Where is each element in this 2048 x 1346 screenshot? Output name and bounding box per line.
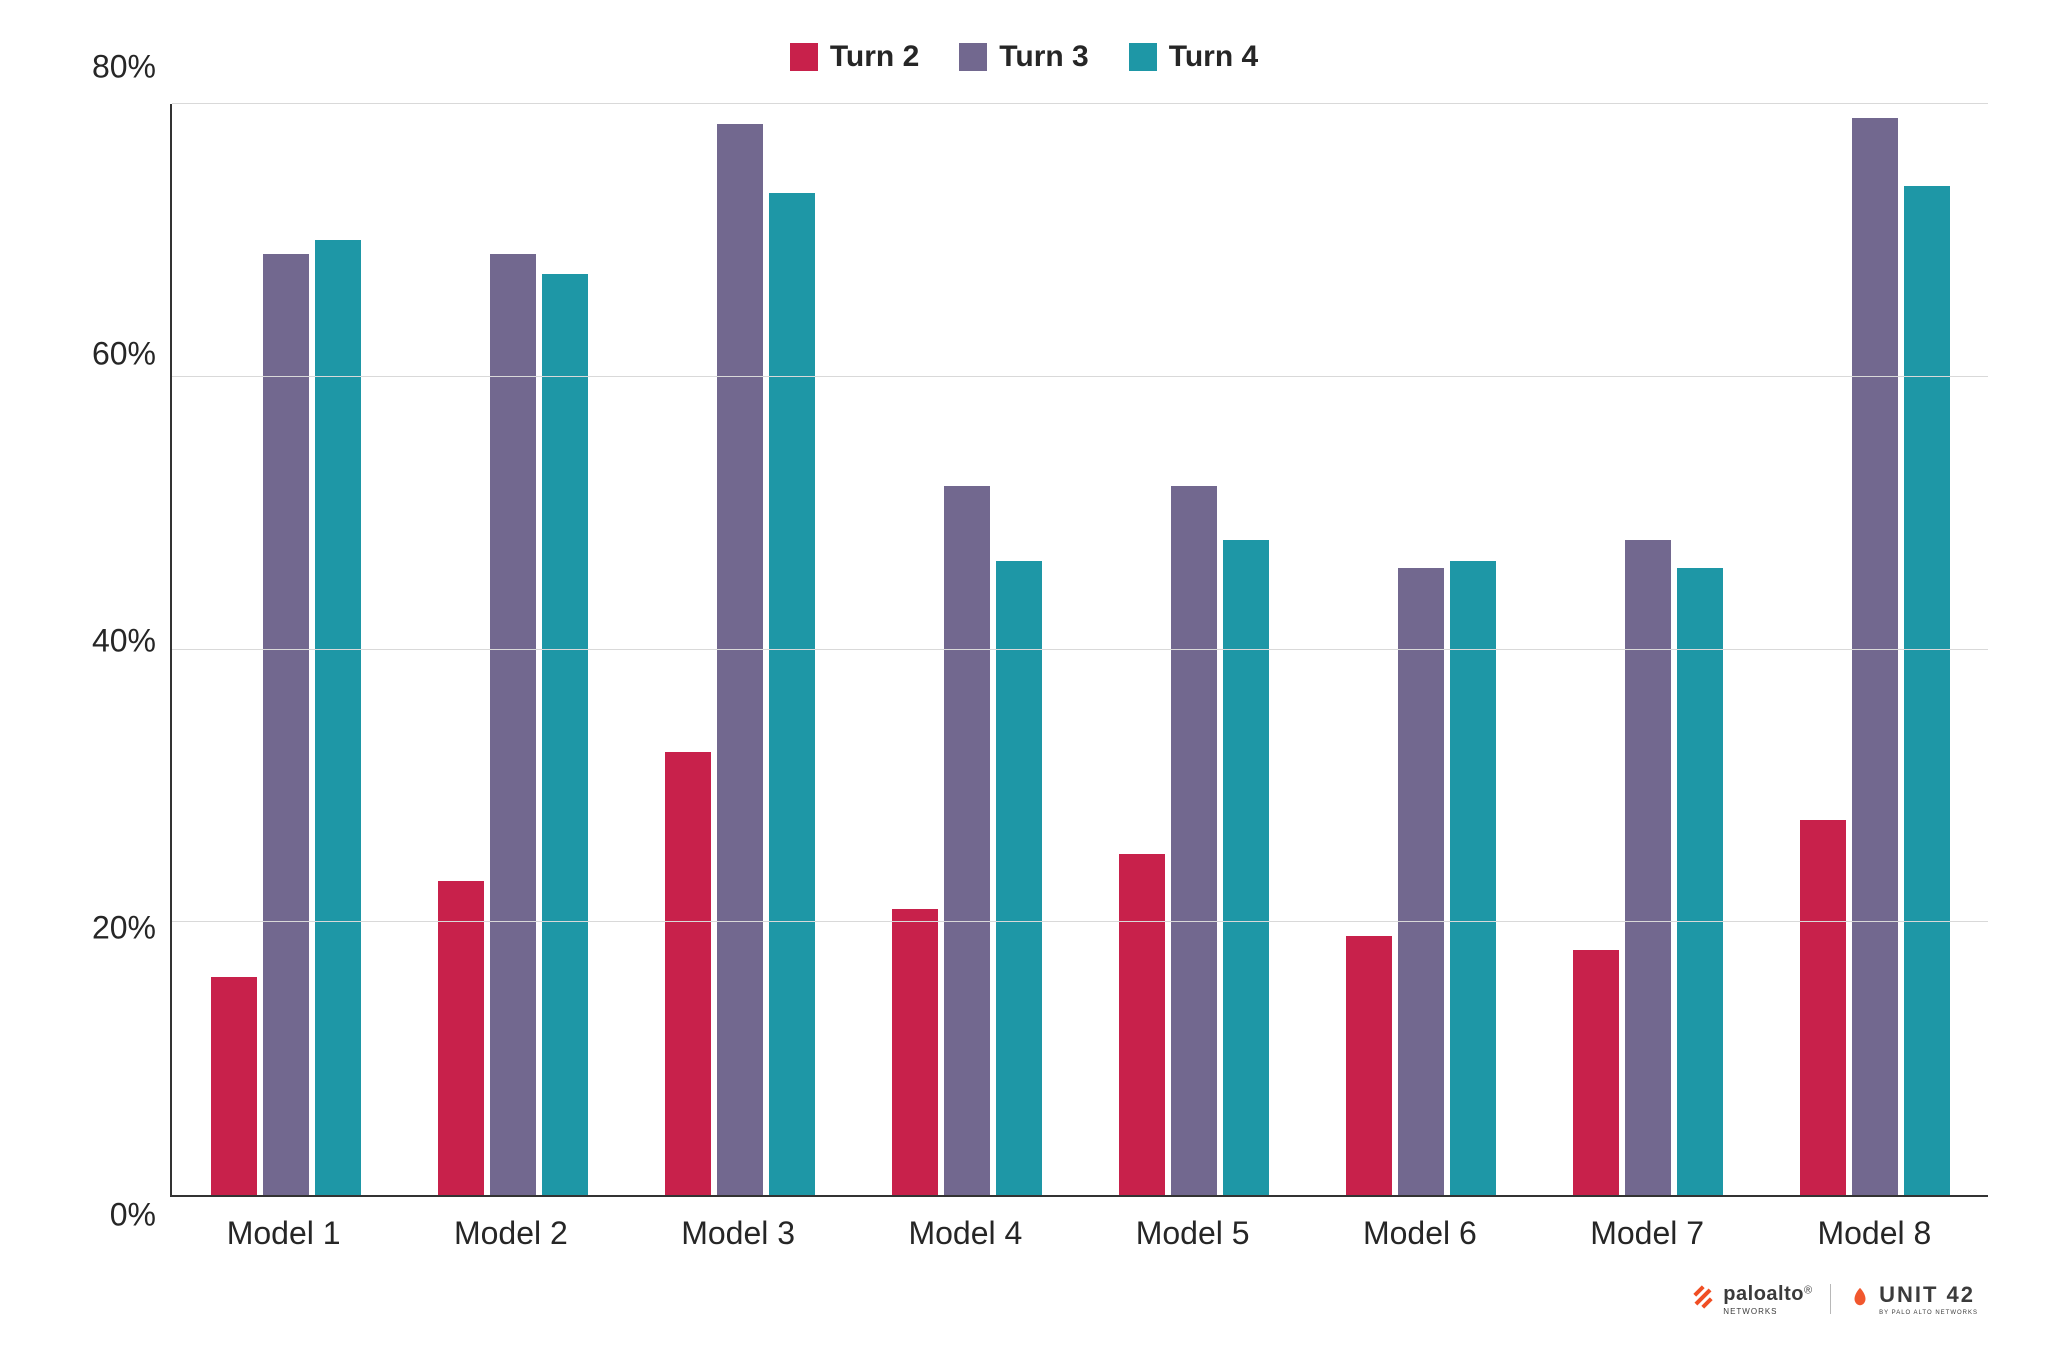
x-axis-label: Model 2 bbox=[397, 1215, 624, 1252]
bar bbox=[1223, 540, 1269, 1195]
bar bbox=[1171, 486, 1217, 1195]
x-axis-label: Model 6 bbox=[1306, 1215, 1533, 1252]
gridline bbox=[172, 649, 1988, 650]
brand-paloalto: paloalto® NETWORKS bbox=[1691, 1283, 1812, 1316]
bar bbox=[1625, 540, 1671, 1195]
bar-group bbox=[1080, 104, 1307, 1195]
y-axis: 0%20%40%60%80% bbox=[60, 104, 170, 1252]
brand-unit42: UNIT 42 BY PALO ALTO NETWORKS bbox=[1849, 1282, 1978, 1316]
x-axis-label: Model 1 bbox=[170, 1215, 397, 1252]
bar bbox=[1800, 820, 1846, 1195]
brand-paloalto-registered: ® bbox=[1804, 1284, 1812, 1296]
gridline bbox=[172, 376, 1988, 377]
bar bbox=[1398, 568, 1444, 1195]
bar bbox=[1852, 118, 1898, 1195]
x-axis: Model 1Model 2Model 3Model 4Model 5Model… bbox=[170, 1215, 1988, 1252]
bar-group bbox=[399, 104, 626, 1195]
y-tick-label: 40% bbox=[92, 623, 156, 660]
legend-label: Turn 4 bbox=[1169, 40, 1258, 74]
legend: Turn 2 Turn 3 Turn 4 bbox=[60, 40, 1988, 74]
bar bbox=[665, 752, 711, 1195]
plot-area-column: Model 1Model 2Model 3Model 4Model 5Model… bbox=[170, 104, 1988, 1252]
bar-group bbox=[853, 104, 1080, 1195]
bar bbox=[996, 561, 1042, 1195]
bar bbox=[315, 240, 361, 1195]
brand-paloalto-sub: NETWORKS bbox=[1723, 1308, 1812, 1316]
bar-group bbox=[1761, 104, 1988, 1195]
y-tick-label: 0% bbox=[110, 1197, 156, 1234]
bar bbox=[1119, 854, 1165, 1195]
brand-unit42-text: UNIT 42 BY PALO ALTO NETWORKS bbox=[1879, 1282, 1978, 1316]
bar bbox=[769, 193, 815, 1195]
x-axis-label: Model 3 bbox=[625, 1215, 852, 1252]
legend-swatch bbox=[790, 43, 818, 71]
bar bbox=[1450, 561, 1496, 1195]
gridline bbox=[172, 103, 1988, 104]
x-axis-label: Model 5 bbox=[1079, 1215, 1306, 1252]
paloalto-icon bbox=[1691, 1285, 1715, 1314]
plot-area bbox=[170, 104, 1988, 1197]
branding: paloalto® NETWORKS UNIT 42 BY PALO ALTO … bbox=[60, 1282, 1988, 1316]
bar-group bbox=[172, 104, 399, 1195]
chart-container: Turn 2 Turn 3 Turn 4 0% 20% 40% 60% 80% Model … bbox=[0, 0, 2048, 1346]
y-tick-label: 60% bbox=[92, 336, 156, 373]
brand-paloalto-name: paloalto bbox=[1723, 1283, 1804, 1305]
bar-group bbox=[1534, 104, 1761, 1195]
bar bbox=[1346, 936, 1392, 1195]
brand-unit42-sub: BY PALO ALTO NETWORKS bbox=[1879, 1310, 1978, 1316]
bar bbox=[1677, 568, 1723, 1195]
bar bbox=[1904, 186, 1950, 1195]
y-tick-label: 20% bbox=[92, 910, 156, 947]
bar bbox=[438, 881, 484, 1195]
legend-item: Turn 3 bbox=[959, 40, 1088, 74]
brand-paloalto-text: paloalto® NETWORKS bbox=[1723, 1283, 1812, 1316]
legend-swatch bbox=[1129, 43, 1157, 71]
legend-label: Turn 3 bbox=[999, 40, 1088, 74]
y-tick-label: 80% bbox=[92, 49, 156, 86]
brand-divider bbox=[1830, 1284, 1831, 1314]
bar bbox=[1573, 950, 1619, 1195]
unit42-icon bbox=[1849, 1286, 1871, 1313]
bar bbox=[892, 909, 938, 1195]
bar-group bbox=[1307, 104, 1534, 1195]
bar bbox=[490, 254, 536, 1195]
bar-group bbox=[626, 104, 853, 1195]
legend-label: Turn 2 bbox=[830, 40, 919, 74]
bar bbox=[263, 254, 309, 1195]
bar bbox=[211, 977, 257, 1195]
x-axis-label: Model 7 bbox=[1534, 1215, 1761, 1252]
x-axis-label: Model 8 bbox=[1761, 1215, 1988, 1252]
legend-item: Turn 4 bbox=[1129, 40, 1258, 74]
legend-item: Turn 2 bbox=[790, 40, 919, 74]
legend-swatch bbox=[959, 43, 987, 71]
bar-groups bbox=[172, 104, 1988, 1195]
bar bbox=[944, 486, 990, 1195]
plot-row: 0%20%40%60%80% Model 1Model 2Model 3Mode… bbox=[60, 104, 1988, 1252]
gridline bbox=[172, 921, 1988, 922]
brand-unit42-name: UNIT 42 bbox=[1879, 1282, 1978, 1308]
bar bbox=[717, 124, 763, 1195]
x-axis-label: Model 4 bbox=[852, 1215, 1079, 1252]
bar bbox=[542, 274, 588, 1195]
